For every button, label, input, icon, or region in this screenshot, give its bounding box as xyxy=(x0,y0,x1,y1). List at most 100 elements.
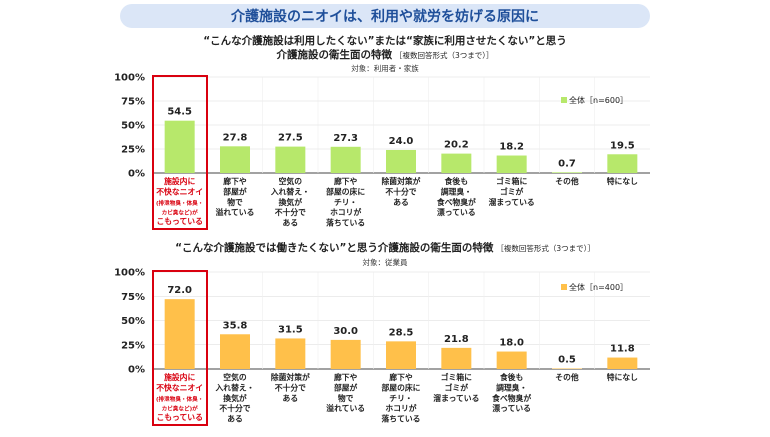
top-category-label-line: 溜まっている xyxy=(489,197,535,207)
chart-top-category-labels: 施設内に不快なニオイ(排泄物臭・体臭・カビ臭など)がこもっている廊下や部屋が物で… xyxy=(156,176,638,228)
top-category-label: 施設内に不快なニオイ(排泄物臭・体臭・カビ臭など)がこもっている xyxy=(156,176,203,226)
top-category-label-line: 不十分で xyxy=(385,186,416,196)
chart-bottom-title-main: “こんな介護施設では働きたくない”と思う介護施設の衛生面の特徴 xyxy=(175,241,494,254)
bottom-bar xyxy=(386,341,416,369)
bottom-y-tick-label: 75% xyxy=(121,292,145,303)
top-bar-value-label: 20.2 xyxy=(444,140,469,151)
bottom-bar-value-label: 21.8 xyxy=(444,334,469,345)
bottom-category-label-line: 空気の xyxy=(223,372,247,382)
bottom-category-label-line: 廊下や xyxy=(334,372,358,382)
top-category-label-line: 入れ替え・ xyxy=(270,186,310,196)
chart-top-legend: 全体［n=600］ xyxy=(561,95,628,105)
top-bar-value-label: 27.3 xyxy=(333,133,358,144)
top-category-label-line: 廊下や xyxy=(223,176,247,186)
chart-top-legend-label: 全体［n=600］ xyxy=(569,95,628,105)
top-bar xyxy=(165,121,195,173)
bottom-bar-value-label: 31.5 xyxy=(278,324,303,335)
chart-bottom-legend: 全体［n=400］ xyxy=(561,282,628,292)
bottom-category-label: 施設内に不快なニオイ (排泄物臭・体臭・カビ臭など)がこもっている xyxy=(156,372,203,422)
bottom-category-label-line: 食べ物臭が xyxy=(492,393,531,403)
bottom-bar xyxy=(165,299,195,369)
top-bar xyxy=(331,147,361,173)
top-category-label-line: 換気が xyxy=(279,197,303,207)
top-category-label-line: 廊下や xyxy=(334,176,358,186)
bottom-category-label-line: 物で xyxy=(338,393,354,403)
bottom-category-label-line: 不十分で xyxy=(219,403,250,413)
bottom-y-tick-label: 50% xyxy=(121,316,145,327)
bottom-category-label-line: 落ちている xyxy=(382,414,421,424)
bottom-bar-value-label: 35.8 xyxy=(223,320,248,331)
chart-bottom-title: “こんな介護施設では働きたくない”と思う介護施設の衛生面の特徴［複数回答形式（3… xyxy=(175,241,595,254)
chart-bottom: “こんな介護施設では働きたくない”と思う介護施設の衛生面の特徴［複数回答形式（3… xyxy=(114,241,650,425)
bottom-category-label-line: 溜まっている xyxy=(433,393,479,403)
top-category-label: 廊下や部屋が物で溢れている xyxy=(216,176,255,217)
bottom-y-tick-label: 100% xyxy=(114,268,145,279)
top-bar-value-label: 27.5 xyxy=(278,133,303,144)
top-bar xyxy=(497,156,527,173)
top-category-label: 食後も調理臭・食べ物臭が漂っている xyxy=(437,176,476,217)
bottom-bar xyxy=(607,358,637,369)
bottom-category-label-line: 除菌対策が xyxy=(271,372,310,382)
top-y-tick-label: 75% xyxy=(121,97,145,108)
bottom-category-label-line: 漂っている xyxy=(492,403,531,413)
top-y-tick-label: 25% xyxy=(121,145,145,156)
bottom-bar xyxy=(220,334,250,369)
top-category-label-line: 食後も xyxy=(445,176,468,186)
bottom-category-label: その他 xyxy=(555,372,579,382)
top-category-label-line: 落ちている xyxy=(326,218,365,228)
bottom-category-label-line: カビ臭など)が xyxy=(162,404,199,412)
top-bar-value-label: 0.7 xyxy=(558,158,576,169)
bottom-category-label: 空気の入れ替え・換気が不十分である xyxy=(215,372,255,424)
top-category-label-line: 施設内に xyxy=(164,176,195,186)
chart-bottom-legend-swatch xyxy=(561,284,567,290)
bottom-category-label-line: 食後も xyxy=(500,372,523,382)
chart-top-subtitle: 対象：利用者・家族 xyxy=(351,63,419,73)
top-category-label-line: (排泄物臭・体臭・ xyxy=(156,199,203,207)
bottom-category-label-line: ゴミが xyxy=(445,382,469,392)
bottom-category-label-line: 施設内に xyxy=(164,372,195,382)
bottom-category-label: 廊下や部屋の床にチリ・ホコリが落ちている xyxy=(382,372,421,424)
bottom-bar-value-label: 28.5 xyxy=(389,327,414,338)
top-category-label-line: ゴミが xyxy=(500,186,524,196)
chart-bottom-title-note: ［複数回答形式（3つまで）］ xyxy=(496,243,595,253)
bottom-category-label-line: こもっている xyxy=(156,413,202,422)
top-bar-value-label: 18.2 xyxy=(499,142,524,153)
bottom-category-label: 食後も調理臭・食べ物臭が漂っている xyxy=(492,372,531,413)
top-category-label: その他 xyxy=(555,176,579,186)
bottom-category-label-line: (排泄物臭・体臭・ xyxy=(156,395,203,403)
bottom-category-label-line: 不快なニオイ xyxy=(156,382,203,392)
top-bar xyxy=(220,146,250,173)
chart-bottom-y-axis: 0%25%50%75%100% xyxy=(114,268,145,376)
top-bar xyxy=(552,172,582,173)
bottom-bar-value-label: 18.0 xyxy=(499,338,524,349)
bottom-category-label: 特になし xyxy=(607,372,638,382)
bottom-bar-value-label: 11.8 xyxy=(610,344,635,355)
chart-bottom-legend-label: 全体［n=400］ xyxy=(569,282,628,292)
bottom-category-label-line: 不十分で xyxy=(275,382,306,392)
top-category-label-line: ある xyxy=(393,198,409,207)
top-bar-value-label: 27.8 xyxy=(223,132,248,143)
bottom-bar xyxy=(441,348,471,369)
top-bar xyxy=(441,154,471,173)
top-category-label-line: ホコリが xyxy=(330,207,361,217)
top-category-label-line: 特になし xyxy=(607,176,638,186)
bottom-category-label: ゴミ箱にゴミが溜まっている xyxy=(433,372,479,403)
top-category-label: ゴミ箱にゴミが溜まっている xyxy=(489,176,535,207)
bottom-bar xyxy=(497,352,527,369)
top-category-label-line: 不十分で xyxy=(275,207,306,217)
top-category-label-line: 調理臭・ xyxy=(441,186,472,196)
top-y-tick-label: 50% xyxy=(121,121,145,132)
bottom-category-label-line: チリ・ xyxy=(389,394,412,403)
chart-top-legend-swatch xyxy=(561,97,567,103)
top-category-label-line: 除菌対策が xyxy=(382,176,421,186)
top-category-label: 除菌対策が不十分である xyxy=(382,176,421,207)
top-bar xyxy=(386,150,416,173)
title-banner: 介護施設のニオイは、利用や就労を妨げる原因に xyxy=(120,4,650,28)
top-bar-value-label: 19.5 xyxy=(610,140,635,151)
top-category-label-line: 食べ物臭が xyxy=(437,197,476,207)
bottom-category-label-line: 換気が xyxy=(223,393,247,403)
bottom-category-label-line: 廊下や xyxy=(389,372,413,382)
top-y-tick-label: 0% xyxy=(128,169,145,180)
